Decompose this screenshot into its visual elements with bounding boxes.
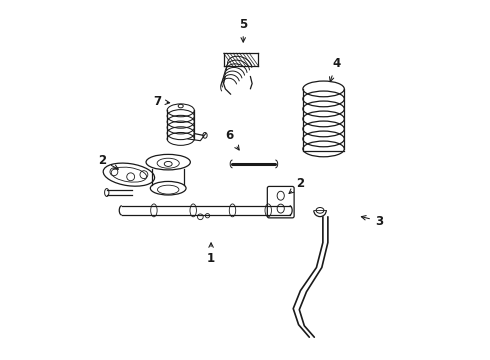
Text: 2: 2 xyxy=(98,154,118,169)
Text: 4: 4 xyxy=(329,57,340,82)
Text: 7: 7 xyxy=(153,95,170,108)
Text: 1: 1 xyxy=(207,243,215,265)
Text: 5: 5 xyxy=(239,18,247,42)
Text: 2: 2 xyxy=(289,177,304,193)
Text: 6: 6 xyxy=(225,129,239,150)
Text: 3: 3 xyxy=(361,215,383,228)
